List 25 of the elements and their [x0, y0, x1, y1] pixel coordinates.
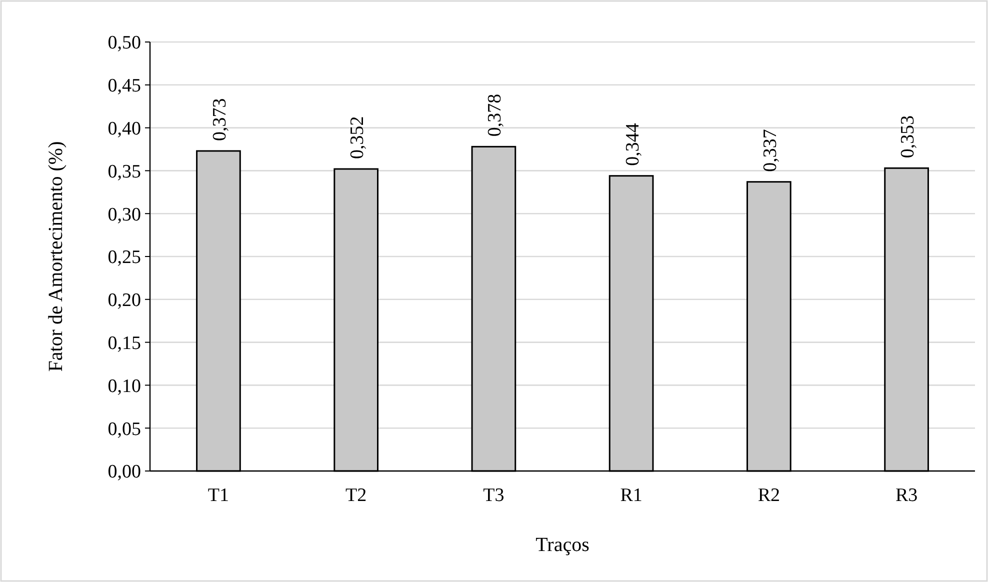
y-tick-label: 0,15 — [108, 332, 141, 354]
y-tick-label: 0,20 — [108, 290, 141, 312]
y-tick-label: 0,00 — [108, 462, 141, 483]
data-label: 0,344 — [622, 122, 644, 166]
x-tick-label: R1 — [620, 485, 642, 506]
x-tick-label: R3 — [895, 485, 918, 506]
y-tick-label: 0,50 — [108, 32, 141, 54]
y-tick-label: 0,30 — [108, 204, 141, 226]
x-tick-label: T2 — [346, 485, 367, 506]
x-tick-label: T1 — [208, 485, 230, 506]
data-label: 0,373 — [209, 98, 230, 141]
data-label: 0,378 — [484, 94, 506, 137]
y-tick-label: 0,35 — [108, 161, 141, 182]
y-tick-label: 0,10 — [108, 376, 141, 397]
y-tick-label: 0,25 — [108, 247, 141, 268]
x-tick-label: T3 — [483, 485, 504, 506]
x-axis-title: Traços — [536, 534, 590, 556]
y-tick-label: 0,05 — [108, 418, 141, 440]
data-label: 0,337 — [760, 129, 781, 172]
data-label: 0,352 — [347, 116, 368, 159]
x-tick-label: R2 — [758, 485, 780, 506]
y-tick-label: 0,40 — [108, 118, 141, 140]
y-axis-title: Fator de Amortecimento (%) — [45, 141, 67, 372]
data-label: 0,353 — [898, 115, 919, 158]
y-tick-label: 0,45 — [108, 76, 141, 97]
